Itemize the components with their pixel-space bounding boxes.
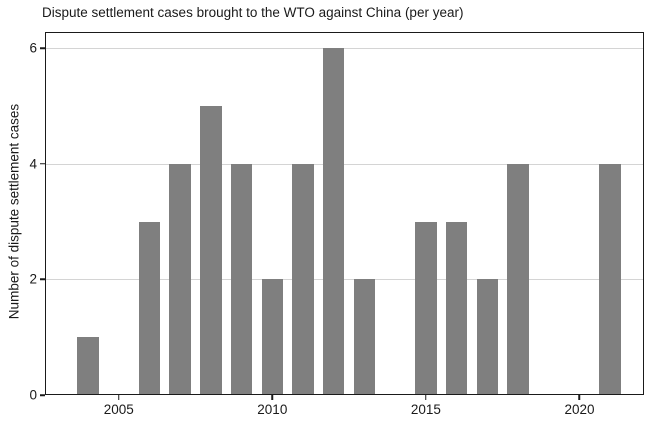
- bar-2004: [77, 337, 99, 395]
- gridline-y-4: [45, 163, 644, 165]
- x-tick-label-2010: 2010: [257, 402, 288, 417]
- x-tick-label-2020: 2020: [564, 402, 595, 417]
- bar-2009: [230, 163, 253, 395]
- plot-area: [45, 32, 644, 395]
- x-tick-mark-2020: [578, 395, 581, 400]
- bar-2016: [445, 221, 468, 395]
- bar-2018: [507, 163, 529, 395]
- x-tick-label-2015: 2015: [410, 402, 441, 417]
- gridline-y-2: [45, 279, 644, 281]
- y-tick-mark-0: [40, 394, 45, 396]
- bar-2007: [169, 163, 191, 395]
- x-tick-label-2005: 2005: [103, 402, 134, 417]
- y-tick-label-2: 2: [29, 271, 37, 287]
- bar-2017: [476, 279, 499, 395]
- y-tick-label-0: 0: [29, 387, 37, 403]
- y-tick-label-4: 4: [29, 156, 37, 172]
- x-tick-mark-2015: [425, 395, 427, 400]
- x-tick-mark-2010: [271, 395, 274, 400]
- bar-2012: [322, 48, 345, 395]
- y-tick-label-6: 6: [29, 40, 37, 56]
- bar-2021: [599, 163, 621, 395]
- bar-2010: [261, 279, 284, 395]
- bar-2013: [353, 279, 376, 395]
- bar-2011: [292, 163, 314, 395]
- y-tick-mark-2: [40, 278, 45, 281]
- y-axis-label: Number of dispute settlement cases: [6, 103, 22, 320]
- chart-title: Dispute settlement cases brought to the …: [42, 5, 464, 20]
- y-tick-mark-6: [40, 47, 45, 49]
- gridline-y-6: [45, 48, 644, 50]
- bar-2006: [138, 221, 161, 395]
- x-tick-mark-2005: [117, 395, 120, 400]
- bar-2008: [200, 106, 222, 395]
- bar-2015: [415, 221, 437, 395]
- y-tick-mark-4: [40, 163, 45, 165]
